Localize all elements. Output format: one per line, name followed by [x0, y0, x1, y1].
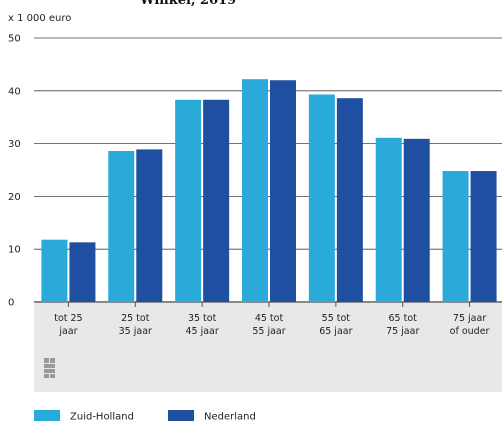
x-tick-labels: tot 25 jaar 25 tot 35 jaar 35 tot 45 jaar 45 t… [54, 302, 490, 337]
bar-nederland [69, 242, 96, 302]
bar-zuid-holland [175, 99, 202, 302]
bars [41, 79, 497, 303]
bar-zuid-holland [242, 79, 268, 303]
x-tick-label: tot 25 [54, 313, 82, 324]
x-tick-label: 75 jaar [453, 313, 486, 324]
bar-zuid-holland [108, 150, 135, 302]
legend-swatch [34, 410, 60, 421]
bar-zuid-holland [308, 94, 335, 302]
legend-label: Zuid-Holland [70, 412, 134, 423]
x-tick-label: 35 jaar [119, 326, 152, 337]
y-tick-label: 30 [8, 139, 21, 150]
x-tick-label: jaar [58, 326, 77, 337]
x-tick-label: 45 tot [255, 313, 284, 324]
category-axis-band [34, 301, 502, 392]
y-tick-label: 50 [8, 34, 21, 45]
bar-nederland [270, 80, 296, 303]
x-tick-label: of ouder [450, 326, 490, 337]
x-tick-label: 35 tot [188, 313, 217, 324]
cbs-logo-icon [44, 358, 55, 378]
x-tick-label: 55 tot [322, 313, 351, 324]
y-unit-label: x 1 000 euro [8, 13, 71, 24]
x-tick-label: 25 tot [121, 313, 150, 324]
bar-nederland [136, 149, 163, 302]
x-tick-label: 65 tot [389, 313, 418, 324]
y-tick-label: 0 [8, 298, 14, 309]
bar-zuid-holland [41, 239, 68, 302]
legend-label: Nederland [204, 412, 256, 423]
bar-zuid-holland [375, 137, 402, 302]
bar-nederland [336, 98, 363, 302]
legend-swatch [168, 410, 194, 421]
y-tick-label: 40 [8, 86, 21, 97]
bar-nederland [470, 171, 497, 302]
chart-title: Winkel, 2019 [139, 0, 236, 8]
bar-zuid-holland [442, 171, 469, 302]
y-tick-label: 10 [8, 245, 21, 256]
bar-nederland [203, 99, 230, 302]
y-tick-labels: 0 10 20 30 40 50 [8, 34, 21, 309]
legend: Zuid-Holland Nederland [34, 410, 256, 423]
y-tick-label: 20 [8, 192, 21, 203]
x-tick-label: 45 jaar [185, 326, 218, 337]
x-tick-label: 75 jaar [386, 326, 419, 337]
x-tick-label: 55 jaar [252, 326, 285, 337]
bar-nederland [403, 138, 430, 302]
x-tick-label: 65 jaar [319, 326, 352, 337]
axis-band [34, 302, 502, 392]
